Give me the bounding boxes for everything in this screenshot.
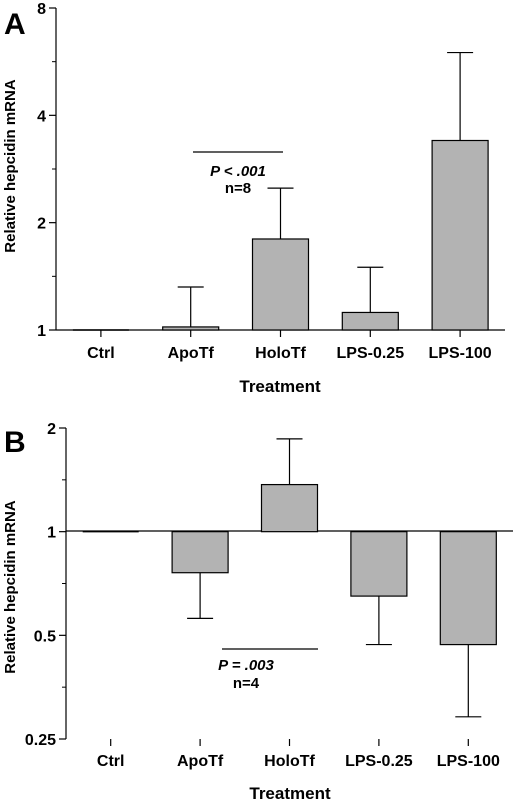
panel-b-x-axis-title: Treatment [249,784,331,803]
bar [171,531,229,574]
x-tick-label: ApoTf [168,345,215,362]
panel-a-y-axis-title: Relative hepcidin mRNA [2,79,19,253]
panel-a-n-value: n=8 [225,180,251,197]
panel-b-n-value: n=4 [233,675,260,692]
bar [260,483,319,533]
y-tick-label: 1 [47,525,56,542]
bar [431,139,489,331]
x-tick-label: LPS-100 [429,345,492,362]
x-tick-label: ApoTf [177,753,224,770]
y-tick-label: 8 [37,1,46,18]
panel-b-y-axis-title: Relative hepcidin mRNA [2,500,19,674]
x-tick-label: LPS-0.25 [337,345,405,362]
bar [162,326,220,331]
y-tick-label: 0.5 [34,628,56,645]
y-tick-label: 4 [37,108,46,125]
bar [350,531,408,597]
panel-a-label: A [4,8,26,41]
y-tick-label: 1 [37,323,46,340]
x-tick-label: Ctrl [97,753,125,770]
panel-a-x-axis-title: Treatment [239,377,321,396]
x-tick-label: LPS-0.25 [345,753,413,770]
panel-b: B 0.25 0.5 1 2 Ctrl ApoTf HoloTf LPS-0.25 LPS-1… [2,421,513,803]
y-tick-label: 0.25 [25,732,56,749]
y-tick-label: 2 [47,421,56,438]
y-tick-label: 2 [37,216,46,233]
x-tick-label: Ctrl [87,345,115,362]
panel-a-p-value: P < .001 [210,163,266,180]
bar [439,531,497,646]
x-tick-label: LPS-100 [437,753,500,770]
x-tick-label: HoloTf [255,345,306,362]
bar [341,311,399,331]
bar [251,238,310,331]
panel-b-p-value: P = .003 [218,657,274,674]
panel-b-label: B [4,426,26,459]
x-tick-label: HoloTf [264,753,315,770]
panel-a: A 1 2 4 8 Ctrl ApoTf HoloTf LPS-0.25 LPS-100 P … [2,1,505,396]
